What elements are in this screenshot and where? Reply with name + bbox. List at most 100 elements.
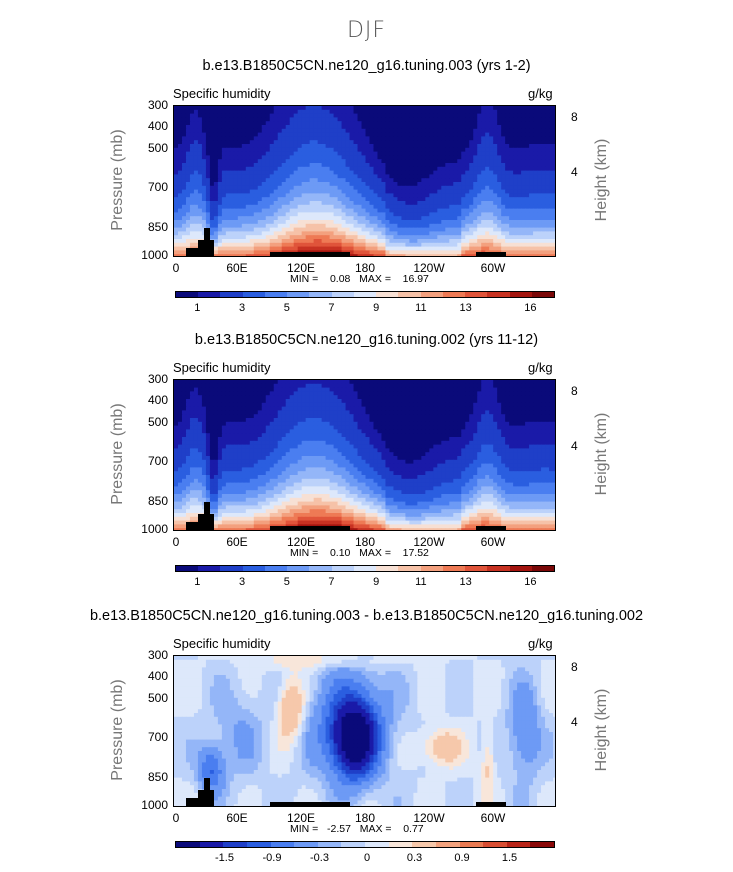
contour-cell — [505, 132, 510, 137]
contour-cell — [393, 235, 399, 240]
contour-cell — [433, 223, 438, 229]
contour-cell — [281, 399, 287, 404]
contour-cell — [241, 204, 247, 210]
contour-cell — [297, 395, 303, 400]
contour-cell — [209, 235, 215, 240]
contour-cell — [497, 144, 502, 149]
contour-cell — [189, 197, 195, 202]
contour-cell — [469, 250, 474, 255]
contour-cell — [429, 185, 434, 191]
contour-cell — [285, 136, 291, 141]
contour-cell — [425, 231, 430, 236]
contour-cell — [233, 136, 239, 141]
contour-cell — [389, 166, 395, 172]
contour-cell — [205, 125, 211, 130]
contour-cell — [545, 170, 550, 175]
contour-cell — [257, 395, 263, 400]
contour-cell — [417, 189, 422, 194]
contour-cell — [301, 399, 307, 404]
contour-cell — [301, 182, 307, 187]
contour-cell — [341, 223, 347, 229]
contour-cell — [241, 242, 247, 248]
contour-cell — [325, 144, 331, 149]
contour-cell — [525, 155, 530, 160]
contour-cell — [261, 402, 267, 408]
contour-cell — [501, 212, 506, 217]
contour-cell — [533, 231, 538, 236]
contour-cell — [337, 380, 343, 385]
contour-cell — [529, 227, 534, 232]
contour-cell — [269, 117, 275, 122]
contour-cell — [401, 121, 406, 126]
contour-cell — [493, 147, 498, 153]
contour-cell — [489, 208, 494, 213]
contour-cell — [421, 410, 426, 415]
contour-cell — [353, 402, 359, 408]
contour-cell — [253, 242, 259, 248]
contour-cell — [497, 147, 502, 153]
contour-cell — [309, 402, 315, 408]
contour-cell — [193, 166, 199, 172]
contour-cell — [501, 125, 506, 130]
contour-cell — [545, 387, 550, 392]
contour-cell — [257, 201, 263, 206]
contour-cell — [193, 387, 199, 392]
contour-cell — [397, 121, 403, 126]
contour-cell — [537, 182, 542, 187]
contour-cell — [537, 151, 542, 156]
contour-cell — [221, 227, 227, 232]
contour-cell — [549, 201, 554, 206]
contour-cell — [393, 223, 399, 229]
contour-cell — [517, 223, 522, 229]
contour-cell — [489, 121, 494, 126]
contour-cell — [185, 174, 191, 179]
contour-cell — [389, 208, 395, 213]
contour-cell — [401, 391, 406, 396]
contour-cell — [517, 246, 522, 251]
contour-cell — [549, 136, 554, 141]
contour-cell — [449, 121, 454, 126]
contour-cell — [225, 155, 231, 160]
contour-cell — [401, 204, 406, 210]
contour-cell — [241, 201, 247, 206]
contour-cell — [533, 395, 538, 400]
contour-cell — [493, 204, 498, 210]
contour-cell — [393, 239, 399, 244]
contour-cell — [441, 414, 446, 419]
contour-cell — [345, 170, 351, 175]
contour-cell — [517, 242, 522, 248]
contour-cell — [321, 106, 327, 111]
contour-cell — [341, 106, 347, 111]
contour-cell — [369, 163, 375, 168]
contour-cell — [553, 144, 555, 149]
contour-cell — [521, 125, 526, 130]
contour-cell — [477, 109, 482, 115]
contour-cell — [193, 140, 199, 145]
contour-cell — [333, 174, 339, 179]
contour-cell — [245, 185, 251, 191]
contour-cell — [301, 144, 307, 149]
contour-cell — [185, 182, 191, 187]
contour-cell — [297, 159, 303, 164]
contour-cell — [205, 410, 211, 415]
contour-cell — [549, 216, 554, 221]
contour-cell — [174, 406, 179, 411]
contour-cell — [409, 220, 414, 225]
contour-cell — [469, 418, 474, 423]
contour-cell — [541, 128, 546, 134]
contour-cell — [517, 117, 522, 122]
contour-cell — [353, 140, 359, 145]
contour-cell — [177, 399, 183, 404]
contour-cell — [421, 418, 426, 423]
contour-cell — [313, 113, 319, 118]
contour-cell — [257, 250, 263, 255]
contour-cell — [373, 387, 379, 392]
contour-cell — [353, 113, 359, 118]
contour-cell — [297, 387, 303, 392]
contour-cell — [233, 239, 239, 244]
contour-cell — [389, 132, 395, 137]
contour-cell — [297, 117, 303, 122]
contour-cell — [333, 159, 339, 164]
contour-cell — [537, 242, 542, 248]
contour-cell — [401, 197, 406, 202]
